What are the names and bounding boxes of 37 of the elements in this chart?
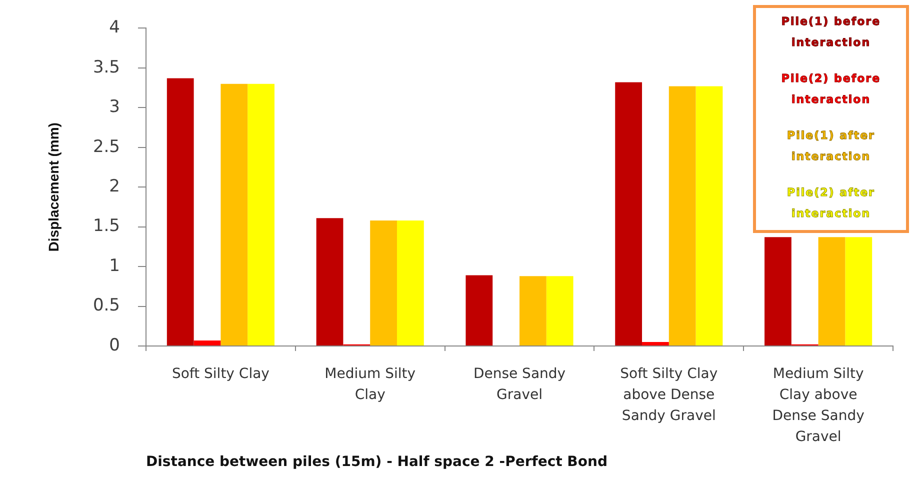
text: Pile(1) before interaction [780,14,882,51]
y-tick-label: 0.5 [92,296,120,316]
bar [615,82,642,346]
bar [845,237,872,346]
bar [316,218,344,346]
bar [818,237,846,346]
x-tick-label: Medium Silty Clay above Dense Sandy Gravel [772,366,864,446]
x-tick-label: Soft Silty Clay [172,366,270,382]
x-tick-label: Soft Silty Clay above Dense Sandy Gravel [620,366,718,424]
bar [642,342,669,346]
bar [248,84,274,346]
bar [396,220,424,346]
bar [220,84,248,346]
y-tick-label: 3 [109,97,120,118]
bar [546,276,574,346]
bar [764,237,792,346]
y-tick-label: 4 [109,18,120,38]
y-tick-label: 2 [109,176,120,197]
x-axis-title: Distance between piles (15m) - Half space 2 -Perfect Bond [146,454,608,470]
bar [370,220,397,346]
text: Pile(2) before interaction [780,71,882,108]
bar [520,276,546,346]
bar [668,86,696,346]
bar [166,78,194,346]
y-tick-label: 3.5 [92,57,120,78]
text: Pile(1) after interaction [786,128,876,165]
x-tick-label: Medium Silty Clay [324,366,416,404]
x-tick-label: Dense Sandy Gravel [473,366,566,404]
bar [696,86,723,346]
y-tick-label: 0 [109,335,120,356]
bar [194,340,221,346]
y-tick-label: 2.5 [92,136,120,157]
series-label: Pile(2) after interaction [786,185,876,222]
y-tick-label: 1.5 [92,216,120,236]
y-axis-title: Displacement (mm) [45,122,62,252]
y-tick-label: 1 [109,256,120,276]
bar [466,275,493,346]
